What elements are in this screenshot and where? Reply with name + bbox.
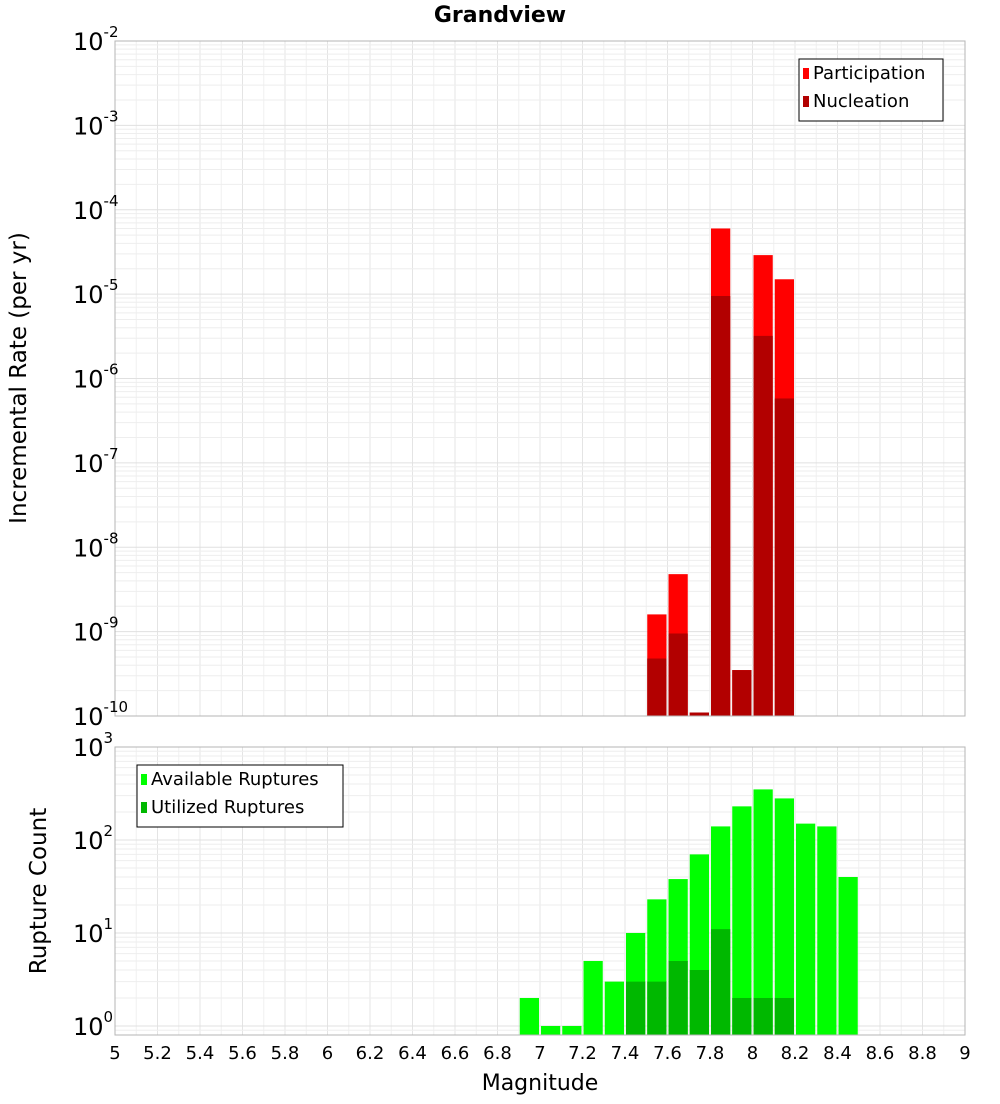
x-tick-label: 8.2: [781, 1043, 810, 1064]
bottom-bar-utilized-ruptures: [626, 981, 646, 1035]
top-legend-swatch: [803, 96, 809, 107]
bottom-bar-utilized-ruptures: [711, 929, 731, 1035]
x-ticks: 5 5.2 5.4 5.6 5.8 6 6.2 6.4 6.6 6.8 7 7.2 7.4 7.6 7.8 8…: [109, 1043, 970, 1064]
top-legend-box: [798, 58, 944, 122]
top-y-tick-label: 10-5: [73, 276, 119, 309]
x-tick-label: 7.8: [696, 1043, 725, 1064]
bottom-y-tick-label: 103: [73, 729, 113, 762]
bottom-y-tick-label: 100: [73, 1008, 113, 1041]
bottom-y-tick-label: 102: [73, 822, 113, 855]
top-bar-nucleation: [647, 658, 667, 716]
bottom-legend: Available Ruptures Utilized Ruptures: [136, 764, 344, 828]
x-tick-label: 8.8: [908, 1043, 937, 1064]
bottom-bar-available-ruptures: [732, 806, 752, 1035]
bottom-y-ticks: 100 101 102 103: [73, 729, 113, 1041]
top-series-2: [647, 296, 794, 716]
x-tick-label: 5.4: [186, 1043, 215, 1064]
x-tick-label: 6.2: [356, 1043, 385, 1064]
bottom-legend-swatch: [141, 802, 147, 813]
bottom-bar-available-ruptures: [774, 798, 794, 1035]
top-legend-swatch: [803, 68, 809, 79]
top-y-tick-label: 10-4: [73, 192, 119, 225]
x-tick-label: 5.6: [228, 1043, 257, 1064]
bottom-bar-available-ruptures: [519, 997, 539, 1035]
top-bar-nucleation: [732, 670, 752, 716]
bottom-bar-utilized-ruptures: [689, 969, 709, 1035]
bottom-bar-available-ruptures: [817, 826, 837, 1035]
top-plot-border: [114, 40, 966, 717]
bottom-bar-utilized-ruptures: [668, 960, 688, 1035]
bottom-bar-utilized-ruptures: [753, 997, 773, 1035]
top-bar-nucleation: [689, 712, 709, 716]
top-legend-label: Participation: [813, 63, 925, 84]
bottom-bar-available-ruptures: [604, 981, 624, 1035]
bottom-legend-box: [136, 764, 344, 828]
x-axis-label: Magnitude: [482, 1071, 599, 1096]
top-plot-area: 10-10 10-9 10-8 10-7 10-6 10-5 10-4 10-3 10-2 Par…: [73, 23, 966, 731]
top-bar-nucleation: [711, 296, 731, 716]
top-y-tick-label: 10-2: [73, 23, 119, 56]
top-y-tick-label: 10-10: [73, 698, 128, 731]
bottom-legend-label: Utilized Ruptures: [151, 797, 304, 818]
top-y-tick-label: 10-6: [73, 361, 119, 394]
x-tick-label: 8.6: [866, 1043, 895, 1064]
x-tick-label: 5.8: [271, 1043, 300, 1064]
top-grid: [114, 40, 966, 717]
x-tick-label: 7.6: [653, 1043, 682, 1064]
x-tick-label: 7.4: [611, 1043, 640, 1064]
top-y-tick-label: 10-3: [73, 107, 119, 140]
bottom-series-2: [626, 929, 794, 1035]
bottom-plot-border: [114, 746, 966, 1036]
chart-title: Grandview: [434, 3, 566, 28]
x-tick-label: 6.8: [483, 1043, 512, 1064]
top-legend: Participation Nucleation: [798, 58, 944, 122]
bottom-legend-label: Available Ruptures: [151, 769, 319, 790]
top-y-ticks: 10-10 10-9 10-8 10-7 10-6 10-5 10-4 10-3 10-2: [73, 23, 128, 731]
top-bar-nucleation: [753, 335, 773, 716]
x-tick-label: 6.4: [398, 1043, 427, 1064]
x-tick-label: 8.4: [823, 1043, 852, 1064]
bottom-legend-swatch: [141, 774, 147, 785]
bottom-bar-available-ruptures: [583, 960, 603, 1035]
top-y-tick-label: 10-9: [73, 614, 119, 647]
x-tick-label: 8: [747, 1043, 758, 1064]
bottom-bar-available-ruptures: [796, 823, 816, 1035]
top-bar-nucleation: [774, 398, 794, 716]
bottom-bar-utilized-ruptures: [732, 997, 752, 1035]
x-tick-label: 6.6: [441, 1043, 470, 1064]
bottom-y-axis-label: Rupture Count: [26, 808, 52, 974]
bottom-bar-available-ruptures: [562, 1025, 582, 1035]
bottom-bar-available-ruptures: [838, 877, 858, 1035]
top-y-axis-label: Incremental Rate (per yr): [6, 232, 32, 524]
x-tick-label: 5.2: [143, 1043, 172, 1064]
x-tick-label: 6: [322, 1043, 333, 1064]
bottom-bar-available-ruptures: [541, 1025, 561, 1035]
x-tick-label: 5: [109, 1043, 120, 1064]
x-tick-label: 7: [534, 1043, 545, 1064]
top-y-tick-label: 10-7: [73, 445, 119, 478]
bottom-y-tick-label: 101: [73, 915, 113, 948]
bottom-bar-available-ruptures: [753, 789, 773, 1035]
x-tick-label: 9: [959, 1043, 970, 1064]
bottom-bar-utilized-ruptures: [647, 981, 667, 1035]
bottom-plot-area: 100 101 102 103 5 5.2 5.4 5.6 5.8 6 6.2 6.4 6.6 6.8 7 7…: [73, 729, 971, 1064]
top-bar-nucleation: [668, 633, 688, 716]
top-legend-label: Nucleation: [813, 91, 909, 112]
top-y-tick-label: 10-8: [73, 529, 119, 562]
x-tick-label: 7.2: [568, 1043, 597, 1064]
bottom-bar-utilized-ruptures: [774, 997, 794, 1035]
